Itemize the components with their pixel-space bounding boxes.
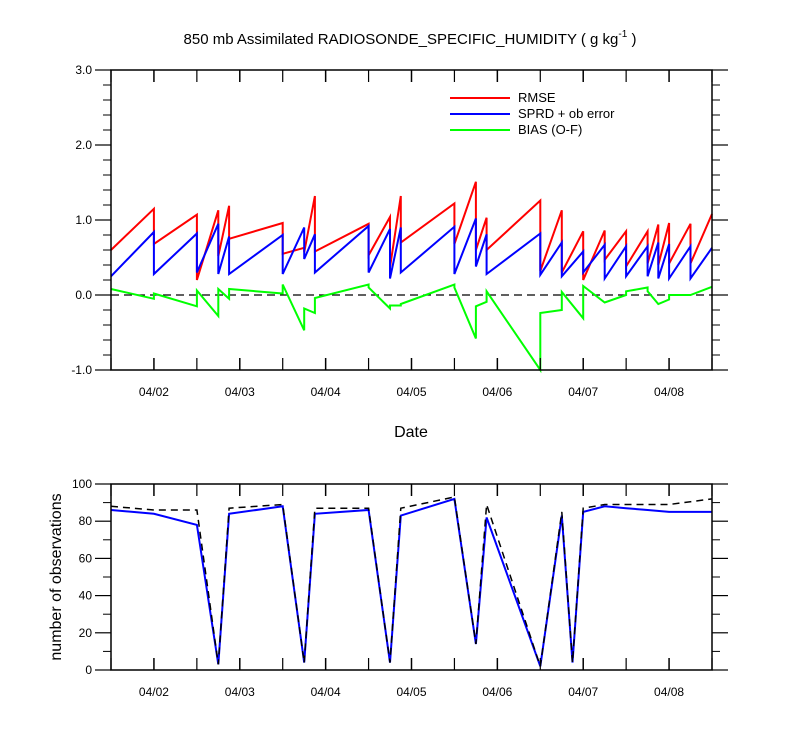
legend-label: RMSE	[518, 90, 556, 105]
series-line-bias-o-f	[110, 283, 713, 374]
x-tick-label: 04/07	[568, 685, 598, 699]
x-tick-label: 04/05	[396, 685, 426, 699]
x-tick-label: 04/07	[568, 385, 598, 399]
y-tick-label: 3.0	[75, 63, 92, 77]
x-tick-label: 04/02	[139, 385, 169, 399]
y-tick-label: 100	[72, 477, 92, 491]
bottom-ticks-group: 04/02 04/03 04/04 04/05 04/06 04/07 04/08 0 20 40…	[72, 477, 728, 699]
legend-label: BIAS (O-F)	[518, 122, 582, 137]
x-tick-label: 04/03	[225, 685, 255, 699]
series-line-sprd-ob-error	[110, 218, 713, 282]
x-tick-label: 04/04	[311, 685, 341, 699]
y-tick-label: 0	[85, 663, 92, 677]
x-tick-label: 04/02	[139, 685, 169, 699]
y-tick-label: 80	[79, 514, 93, 528]
top-ticks-group: 04/02 04/03 04/04 04/05 04/06 04/07 04/08 -1.0 0…	[71, 63, 728, 399]
bottom-series-group	[110, 496, 713, 667]
x-tick-label: 04/04	[311, 385, 341, 399]
y-tick-label: 60	[79, 551, 93, 565]
chart-title: 850 mb Assimilated RADIOSONDE_SPECIFIC_H…	[184, 29, 637, 48]
x-tick-label: 04/05	[396, 385, 426, 399]
top-panel: 04/02 04/03 04/04 04/05 04/06 04/07 04/08 -1.0 0…	[71, 63, 728, 441]
x-tick-label: 04/06	[482, 385, 512, 399]
x-tick-label: 04/08	[654, 385, 684, 399]
y-tick-label: 20	[79, 626, 93, 640]
y-tick-label: -1.0	[71, 363, 92, 377]
y-axis-label: number of observations	[48, 493, 65, 660]
x-axis-label: Date	[394, 424, 428, 441]
x-tick-label: 04/08	[654, 685, 684, 699]
bottom-panel: 04/02 04/03 04/04 04/05 04/06 04/07 04/08 0 20 40…	[48, 477, 728, 699]
legend-label: SPRD + ob error	[518, 106, 615, 121]
x-tick-label: 04/06	[482, 685, 512, 699]
top-series-group	[110, 181, 713, 374]
y-tick-label: 0.0	[75, 288, 92, 302]
x-tick-label: 04/03	[225, 385, 255, 399]
y-tick-label: 2.0	[75, 138, 92, 152]
y-tick-label: 40	[79, 589, 93, 603]
y-tick-label: 1.0	[75, 213, 92, 227]
